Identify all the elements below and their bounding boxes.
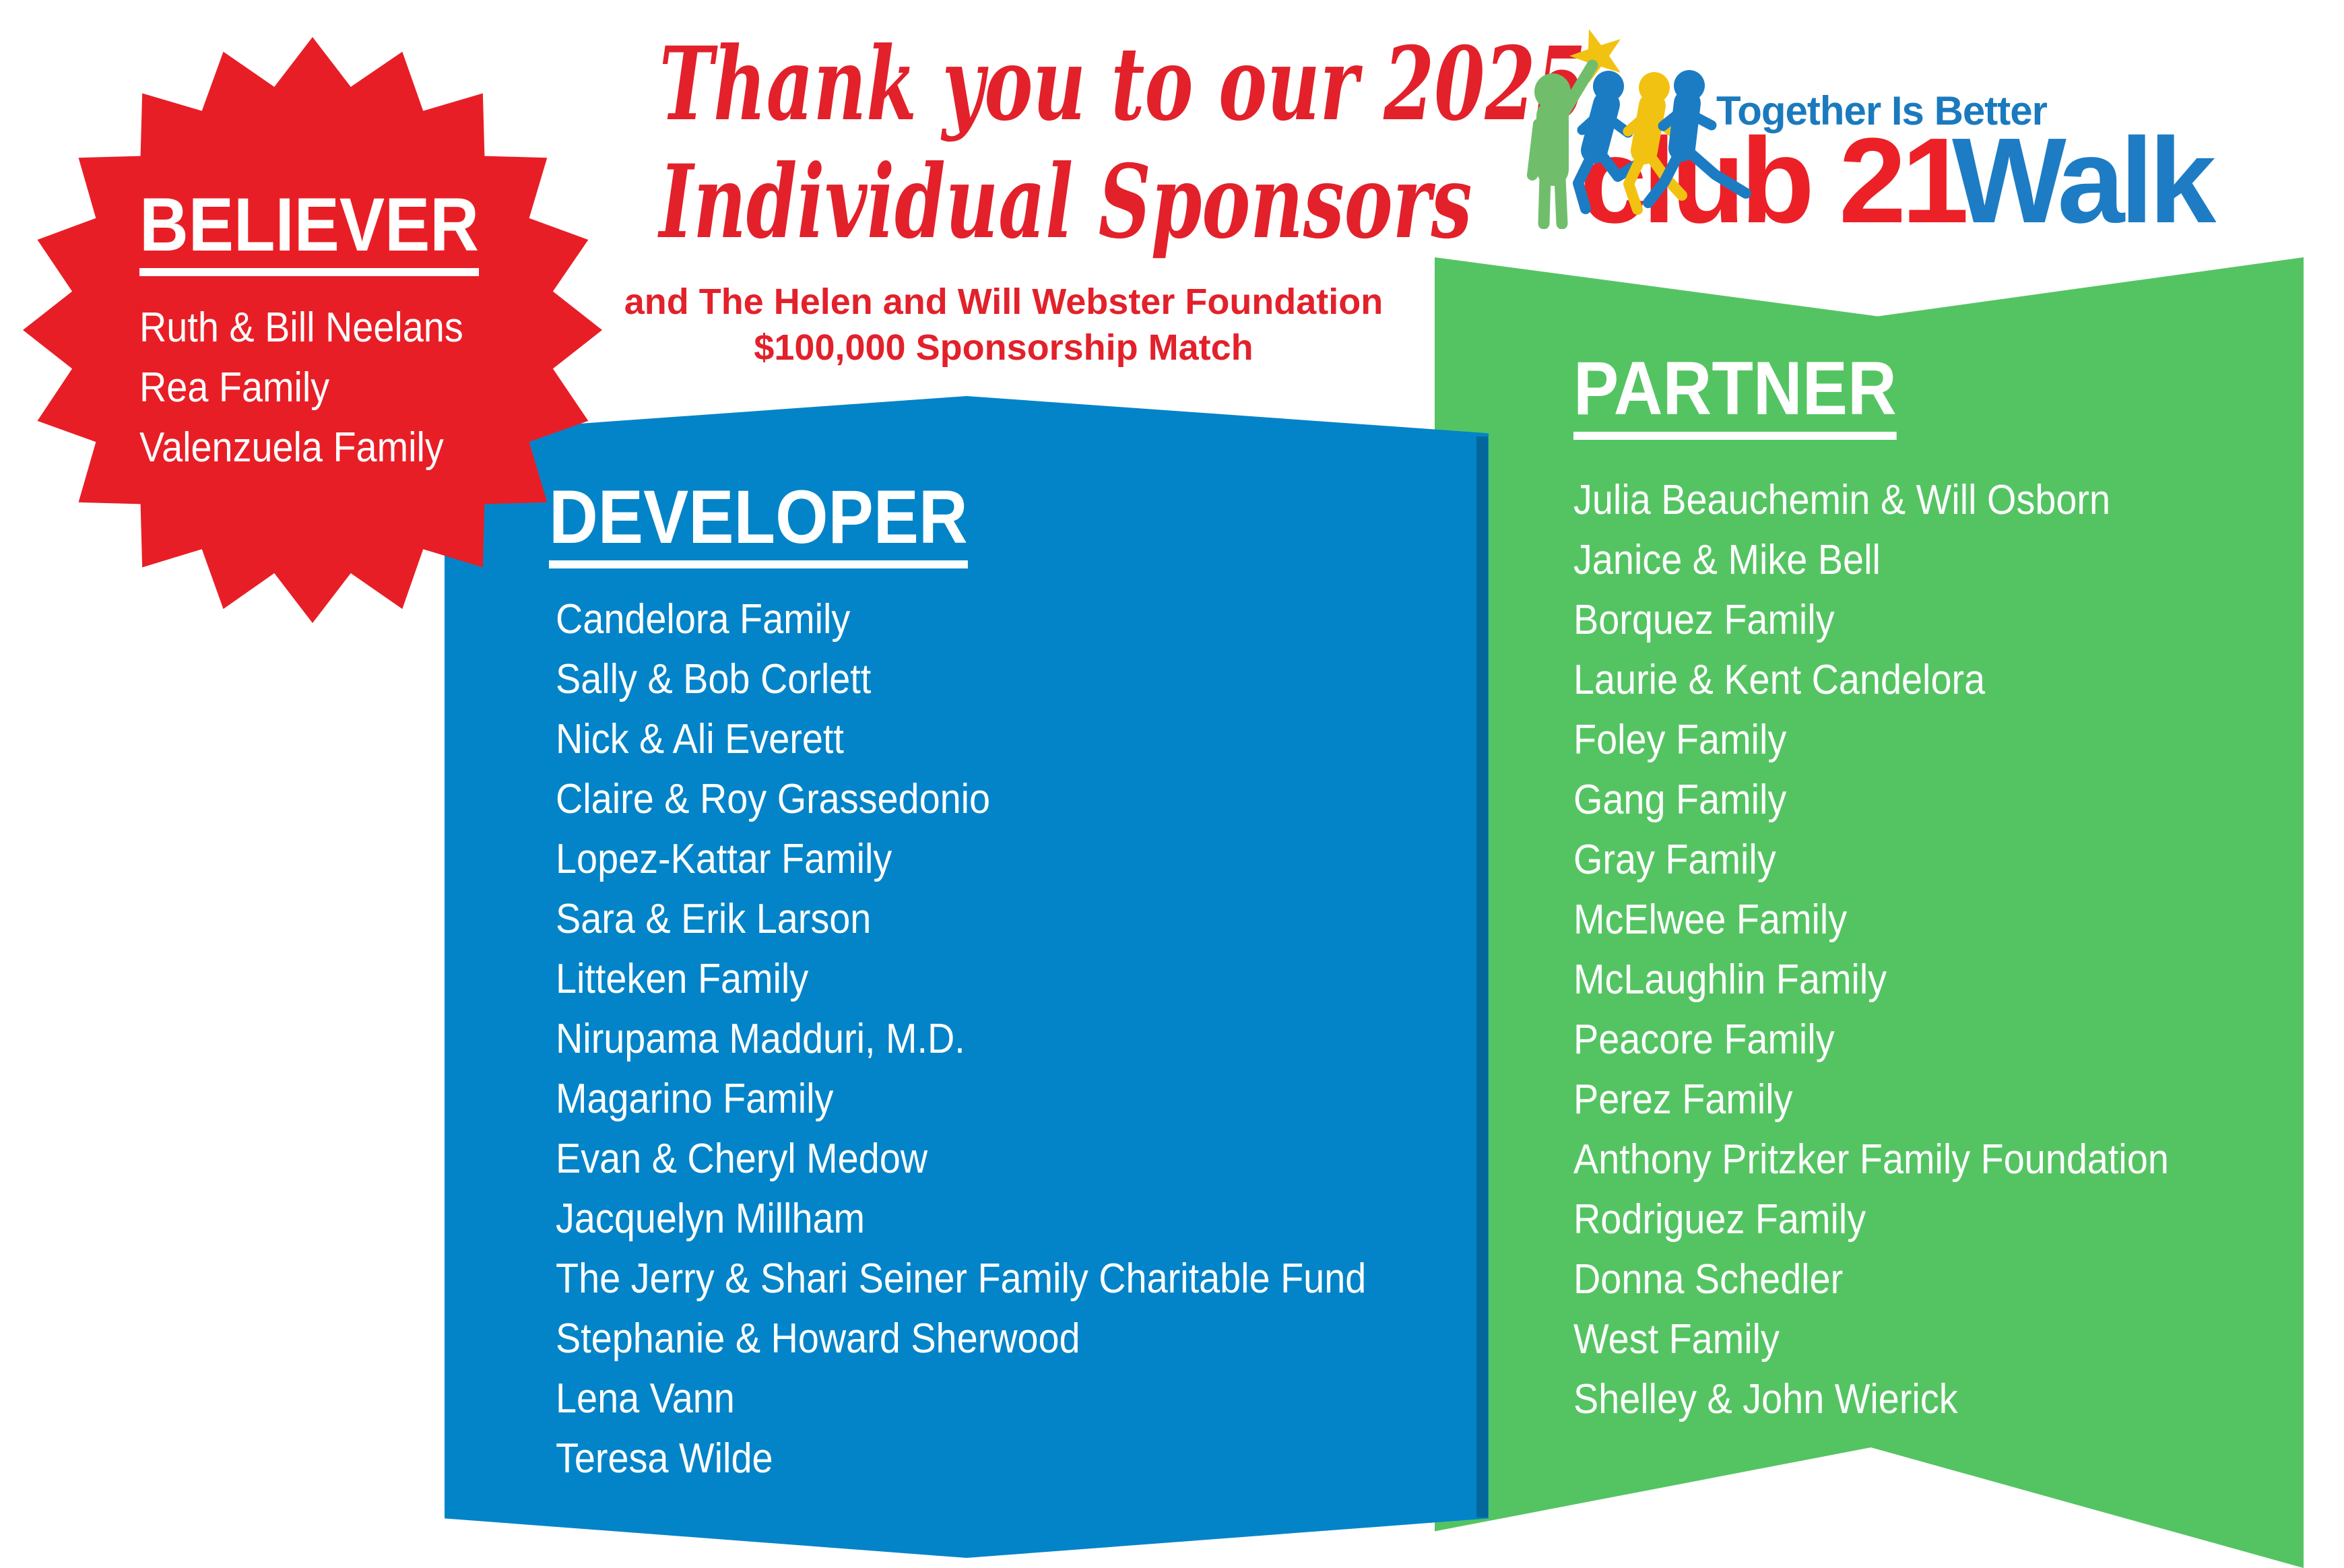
developer-banner	[445, 396, 1489, 1558]
sponsor-name: Peacore Family	[1573, 1016, 1835, 1063]
page-subtitle: and The Helen and Will Webster Foundatio…	[525, 279, 1482, 370]
page-title: Thank you to our 2025 Individual Sponsor…	[659, 25, 1586, 261]
subtitle-line2: $100,000 Sponsorship Match	[754, 327, 1254, 368]
sponsor-name: Nick & Ali Everett	[556, 716, 844, 762]
sponsor-name: Sara & Erik Larson	[556, 896, 872, 942]
sponsor-name: Gray Family	[1573, 837, 1776, 883]
sponsor-name: Valenzuela Family	[139, 424, 444, 471]
developer-tier-label: DEVELOPER	[549, 480, 968, 568]
sponsor-name: Borquez Family	[1573, 597, 1835, 643]
logo-walk-text: Walk	[1952, 113, 2216, 229]
banner-edge-shadow	[1476, 436, 1488, 1517]
sponsor-name: West Family	[1573, 1316, 1780, 1363]
sponsor-name: Litteken Family	[556, 956, 809, 1002]
sponsor-name: Gang Family	[1573, 777, 1787, 823]
sponsor-name: Shelley & John Wierick	[1573, 1376, 1958, 1423]
sponsor-name: Magarino Family	[556, 1076, 834, 1122]
sponsor-name: Evan & Cheryl Medow	[556, 1136, 928, 1182]
subtitle-line1: and The Helen and Will Webster Foundatio…	[624, 282, 1383, 322]
sponsor-name: Lena Vann	[556, 1375, 735, 1422]
sponsor-name: Teresa Wilde	[556, 1435, 773, 1482]
sponsor-name: Janice & Mike Bell	[1573, 537, 1881, 583]
partner-tier-header: PARTNER	[1573, 351, 1897, 440]
sponsor-name: Sally & Bob Corlett	[556, 656, 872, 703]
partner-name-list: Julia Beauchemin & Will Osborn Janice & M…	[1573, 470, 2169, 1429]
partner-tier-label: PARTNER	[1573, 351, 1897, 440]
sponsor-name: Nirupama Madduri, M.D.	[556, 1016, 965, 1062]
sponsor-name: Perez Family	[1573, 1076, 1793, 1123]
waving-person-icon	[1527, 59, 1598, 229]
developer-tier-header: DEVELOPER	[549, 480, 968, 568]
sponsor-name: Lopez-Kattar Family	[556, 836, 892, 882]
sponsor-name: McLaughlin Family	[1573, 956, 1887, 1003]
runner-blue-icon	[1643, 70, 1751, 208]
believer-tier-label: BELIEVER	[139, 187, 480, 276]
logo-tagline: Together Is Better	[1716, 88, 2048, 133]
club21-walk-logo: Together Is Better club 21 Walk	[1527, 29, 2216, 229]
sponsor-name: Donna Schedler	[1573, 1256, 1844, 1303]
star-icon	[1569, 29, 1621, 83]
page-title-line2: Individual Sponsors	[659, 143, 1472, 261]
sponsor-name: The Jerry & Shari Seiner Family Charitab…	[556, 1255, 1367, 1302]
sponsor-name: Rea Family	[139, 364, 330, 411]
sponsor-name: Foley Family	[1573, 717, 1787, 763]
page-title-line1: Thank you to our 2025	[659, 25, 1586, 143]
sponsor-name: Jacquelyn Millham	[556, 1196, 865, 1242]
developer-name-list: Candelora Family Sally & Bob Corlett Nick …	[556, 589, 1366, 1489]
believer-tier-header: BELIEVER	[139, 187, 480, 276]
sponsor-name: Laurie & Kent Candelora	[1573, 657, 1986, 703]
sponsor-name: Ruth & Bill Neelans	[139, 304, 463, 351]
believer-name-list: Ruth & Bill Neelans Rea Family Valenzuela …	[139, 298, 463, 478]
sponsor-name: Rodriguez Family	[1573, 1196, 1866, 1243]
sponsor-name: Claire & Roy Grassedonio	[556, 776, 991, 822]
sponsor-name: Candelora Family	[556, 596, 851, 643]
sponsor-name: Julia Beauchemin & Will Osborn	[1573, 477, 2111, 523]
sponsor-name: Anthony Pritzker Family Foundation	[1573, 1136, 2169, 1183]
sponsor-name: McElwee Family	[1573, 896, 1848, 943]
sponsor-name: Stephanie & Howard Sherwood	[556, 1315, 1080, 1362]
partner-banner	[1435, 257, 2304, 1568]
